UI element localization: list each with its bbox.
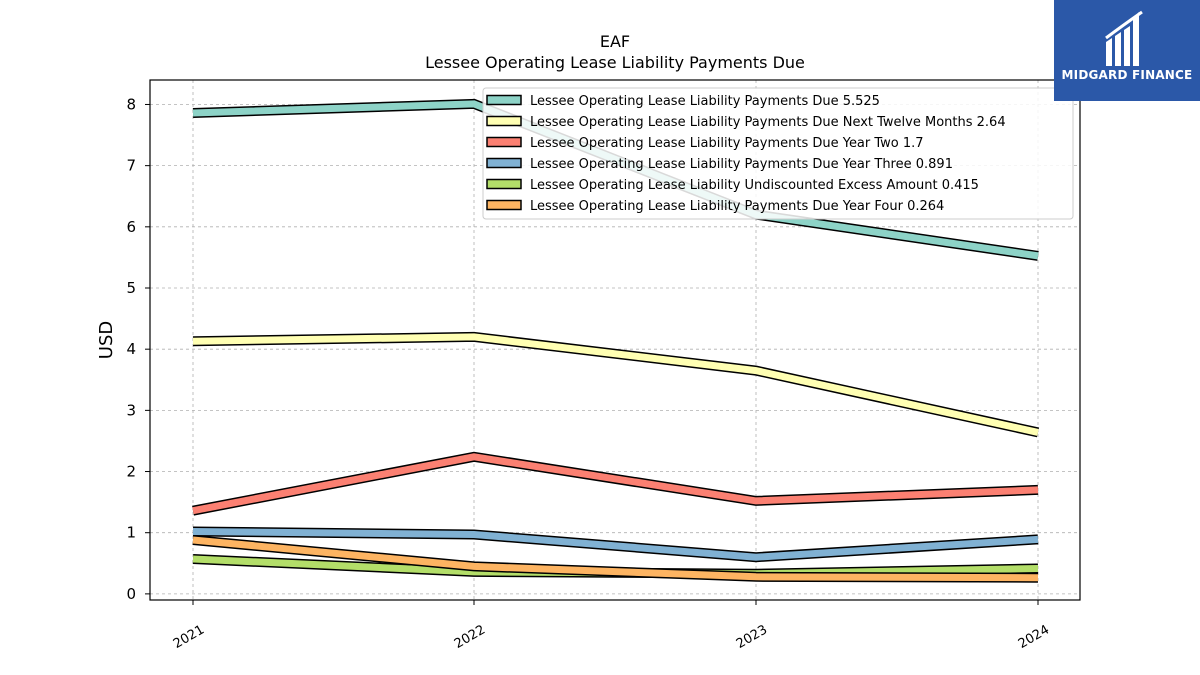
- y-tick-label: 5: [126, 279, 136, 297]
- x-axis: 2021 2022 2023 2024: [171, 600, 1052, 652]
- y-tick-label: 3: [126, 401, 136, 419]
- y-tick-label: 7: [126, 157, 136, 175]
- legend-label: Lessee Operating Lease Liability Payment…: [530, 115, 1006, 130]
- chart-title: EAF: [600, 32, 630, 51]
- series-lines: [192, 98, 1040, 583]
- y-tick-label: 0: [126, 585, 136, 603]
- legend-label: Lessee Operating Lease Liability Payment…: [530, 157, 953, 172]
- y-tick-label: 1: [126, 524, 136, 542]
- series-line: [192, 528, 1039, 561]
- legend-label: Lessee Operating Lease Liability Undisco…: [530, 178, 979, 193]
- plot-frame: [149, 79, 1081, 601]
- y-axis: 0 1 2 3 4 5 6 7 8: [126, 95, 150, 603]
- legend-swatch: [486, 199, 522, 211]
- legend-box: [482, 87, 1074, 220]
- y-axis-label: USD: [96, 321, 117, 359]
- legend-swatch: [486, 136, 522, 148]
- x-tick-label: 2024: [1016, 622, 1052, 652]
- brand-name: MIDGARD FINANCE: [1061, 68, 1193, 82]
- legend-swatch: [486, 94, 522, 106]
- x-tick-label: 2022: [452, 622, 488, 652]
- legend-label: Lessee Operating Lease Liability Payment…: [530, 94, 880, 109]
- y-tick-label: 4: [126, 340, 136, 358]
- y-tick-label: 2: [126, 463, 136, 481]
- legend: Lessee Operating Lease Liability Payment…: [482, 87, 1074, 220]
- legend-swatch: [486, 115, 522, 127]
- series-line: [192, 453, 1039, 515]
- legend-swatch: [486, 157, 522, 169]
- x-tick-label: 2021: [171, 622, 207, 652]
- series-line: [192, 536, 1039, 582]
- x-tick-label: 2023: [734, 622, 770, 652]
- y-tick-label: 8: [126, 95, 136, 113]
- legend-swatch: [486, 178, 522, 190]
- legend-label: Lessee Operating Lease Liability Payment…: [530, 136, 924, 151]
- series-line: [192, 333, 1039, 436]
- chart-subtitle: Lessee Operating Lease Liability Payment…: [425, 53, 805, 72]
- brand-logo: MIDGARD FINANCE: [1054, 0, 1200, 101]
- legend-label: Lessee Operating Lease Liability Payment…: [530, 199, 944, 214]
- y-tick-label: 6: [126, 218, 136, 236]
- midgard-logo-icon: [1105, 10, 1143, 66]
